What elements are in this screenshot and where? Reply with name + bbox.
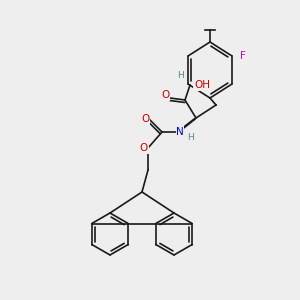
Text: N: N <box>176 127 184 137</box>
Text: H: H <box>178 70 184 80</box>
Text: F: F <box>240 51 246 61</box>
Text: OH: OH <box>194 80 210 90</box>
Text: O: O <box>141 114 149 124</box>
Text: O: O <box>161 90 169 100</box>
Text: O: O <box>140 143 148 153</box>
Text: H: H <box>187 134 194 142</box>
